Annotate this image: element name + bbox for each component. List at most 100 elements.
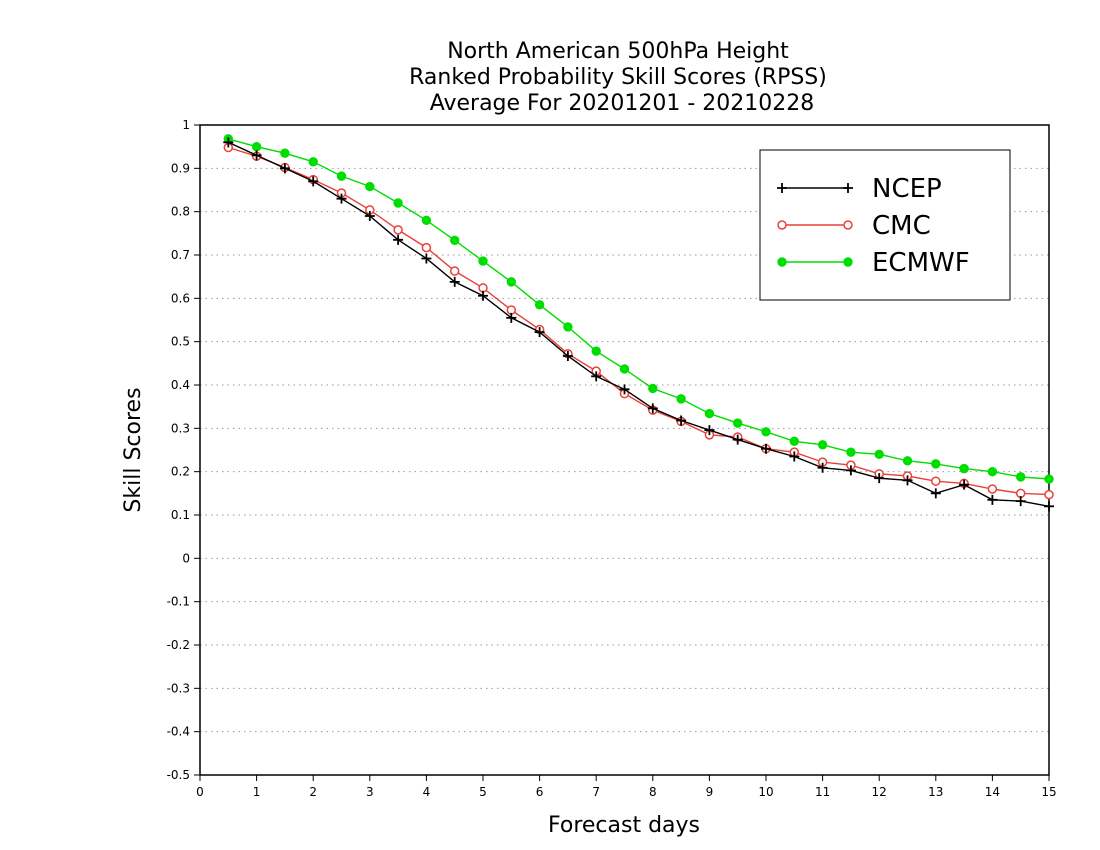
y-tick-label: 1 — [182, 118, 190, 132]
y-tick-label: -0.3 — [167, 681, 190, 695]
data-point-ncep — [562, 350, 573, 361]
series-line-cmc — [228, 146, 1050, 496]
data-point-ncep — [591, 371, 602, 382]
y-tick-label: 0.7 — [171, 248, 190, 262]
data-point-ecmwf — [365, 181, 375, 192]
data-point-ncep — [647, 403, 658, 414]
axis-ticks: 1 0.9 0.8 0.7 0.6 0.5 0.4 0.3 0.2 0.1 0 -0.1 -0.2 -0.… — [167, 118, 1057, 799]
data-point-ncep — [478, 290, 488, 301]
y-tick-label: -0.2 — [167, 638, 190, 652]
data-point-cmc — [506, 305, 517, 315]
title-line-1: North American 500hPa Height — [447, 39, 789, 64]
data-point-ecmwf — [676, 394, 686, 404]
y-tick-label: 0.6 — [171, 291, 190, 305]
series-ncep — [223, 137, 1054, 512]
data-point-ncep — [506, 312, 517, 323]
x-tick-label: 12 — [872, 785, 887, 799]
data-point-ecmwf — [450, 235, 460, 245]
data-point-ncep — [789, 451, 800, 462]
x-tick-label: 1 — [253, 785, 261, 799]
legend-label-ecmwf: ECMWF — [872, 248, 970, 278]
y-tick-label: 0.8 — [171, 205, 190, 219]
y-tick-label: 0.5 — [171, 335, 190, 349]
y-tick-label: 0.9 — [171, 161, 190, 175]
data-point-ncep — [279, 163, 290, 174]
legend-item-ecmwf: ECMWF — [777, 248, 970, 278]
data-point-ncep — [874, 473, 885, 484]
data-point-ncep — [704, 425, 715, 436]
data-point-ncep — [761, 443, 771, 454]
x-tick-label: 7 — [592, 785, 600, 799]
title-line-2: Ranked Probability Skill Scores (RPSS) — [409, 65, 827, 90]
legend-marker-ncep — [777, 183, 787, 193]
data-point-ecmwf — [874, 449, 884, 460]
data-point-cmc — [449, 266, 460, 276]
data-point-ecmwf — [506, 277, 516, 287]
data-point-ecmwf — [789, 436, 799, 447]
data-point-ncep — [223, 137, 234, 148]
data-point-ecmwf — [733, 418, 743, 428]
data-point-ecmwf — [902, 456, 913, 466]
data-point-ncep — [449, 276, 460, 287]
x-tick-label: 6 — [536, 785, 544, 799]
data-point-ecmwf — [421, 215, 432, 226]
data-point-ecmwf — [336, 171, 347, 181]
y-axis-label: Skill Scores — [121, 387, 146, 512]
title-line-3: Average For 20201201 - 20210228 — [430, 91, 815, 116]
data-point-ncep — [1044, 501, 1054, 512]
data-point-ncep — [364, 211, 375, 221]
legend-marker-cmc — [843, 220, 853, 230]
y-tick-label: 0.3 — [171, 421, 190, 435]
data-point-ecmwf — [1044, 474, 1054, 484]
series-line-ecmwf — [228, 138, 1050, 480]
data-point-ncep — [987, 494, 998, 505]
data-point-ncep — [336, 193, 347, 204]
series-layer — [223, 134, 1054, 512]
data-point-ecmwf — [619, 364, 630, 374]
data-point-ecmwf — [308, 157, 318, 167]
data-point-ecmwf — [987, 466, 998, 477]
x-axis-label: Forecast days — [548, 813, 700, 838]
x-tick-label: 3 — [366, 785, 374, 799]
x-tick-label: 10 — [758, 785, 773, 799]
data-point-ncep — [393, 234, 404, 245]
data-point-cmc — [1044, 489, 1054, 500]
x-tick-label: 2 — [309, 785, 317, 799]
legend: NCEP CMC ECMWF — [759, 149, 1011, 301]
y-tick-label: 0.1 — [171, 508, 190, 522]
y-tick-label: -0.4 — [167, 725, 190, 739]
x-tick-label: 11 — [815, 785, 830, 799]
legend-label-cmc: CMC — [872, 211, 931, 241]
y-tick-label: 0.4 — [171, 378, 190, 392]
legend-item-cmc: CMC — [777, 211, 931, 241]
x-tick-label: 15 — [1041, 785, 1056, 799]
data-point-ecmwf — [931, 459, 941, 469]
data-point-ncep — [251, 150, 262, 161]
legend-marker-ncep — [843, 183, 853, 193]
data-point-ecmwf — [704, 408, 715, 419]
data-point-ncep — [732, 434, 743, 445]
data-point-ecmwf — [591, 346, 601, 356]
data-point-ncep — [902, 475, 913, 486]
data-point-ecmwf — [251, 141, 262, 152]
data-point-ecmwf — [648, 383, 658, 394]
data-point-ecmwf — [280, 148, 290, 158]
data-point-ncep — [421, 253, 432, 264]
data-point-ncep — [959, 479, 970, 490]
x-tick-label: 0 — [196, 785, 204, 799]
chart-title: North American 500hPa Height Ranked Prob… — [409, 39, 827, 116]
data-point-ncep — [619, 384, 630, 395]
data-point-ecmwf — [393, 198, 403, 208]
x-tick-label: 9 — [706, 785, 714, 799]
data-point-ecmwf — [846, 447, 856, 457]
y-tick-label: -0.1 — [167, 595, 190, 609]
plot-frame — [199, 124, 1050, 776]
data-point-cmc — [478, 283, 488, 293]
data-point-ecmwf — [959, 463, 969, 474]
data-point-ncep — [817, 462, 828, 473]
data-point-ecmwf — [817, 440, 828, 450]
data-point-ncep — [534, 327, 545, 338]
y-tick-label: 0.2 — [171, 465, 190, 479]
y-tick-label: 0 — [182, 551, 190, 565]
